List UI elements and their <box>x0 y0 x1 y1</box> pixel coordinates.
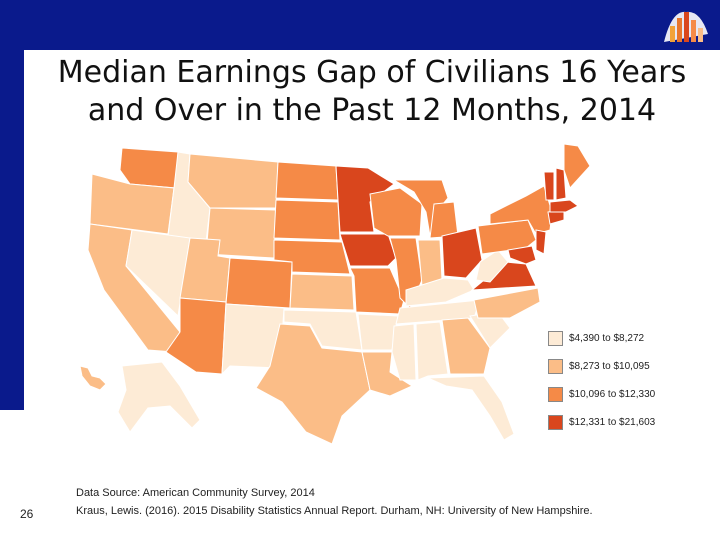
legend-label: $10,096 to $12,330 <box>569 388 656 400</box>
title-line-1: Median Earnings Gap of Civilians 16 Year… <box>57 55 687 90</box>
state-new-hampshire <box>555 167 567 201</box>
logo-icon <box>664 11 708 42</box>
state-missouri <box>349 267 405 315</box>
legend-swatch <box>548 330 563 346</box>
state-new-mexico <box>221 303 285 376</box>
source-line-1: Data Source: American Community Survey, … <box>76 487 315 499</box>
legend-swatch <box>548 414 563 430</box>
legend-label: $4,390 to $8,272 <box>569 332 645 344</box>
state-nevada <box>125 229 191 318</box>
state-georgia <box>441 317 491 375</box>
state-texas <box>255 323 371 445</box>
state-colorado <box>225 257 293 309</box>
state-hawaii <box>79 365 107 391</box>
title-line-2: and Over in the Past 12 Months, 2014 <box>87 93 657 128</box>
state-arkansas <box>357 313 399 351</box>
source-line-2: Kraus, Lewis. (2016). 2015 Disability St… <box>76 505 593 517</box>
legend-swatch <box>548 386 563 402</box>
state-maine <box>563 143 590 189</box>
state-ohio <box>441 227 483 279</box>
slide-title: Median Earnings Gap of Civilians 16 Year… <box>28 54 716 130</box>
state-iowa <box>339 233 397 267</box>
state-michigan-lower <box>429 201 459 239</box>
state-vermont <box>543 171 555 201</box>
legend-item: $10,096 to $12,330 <box>548 380 678 408</box>
source-citation: Data Source: American Community Survey, … <box>76 484 593 520</box>
state-south-dakota <box>273 199 341 241</box>
state-mississippi <box>391 323 417 381</box>
state-kansas <box>289 273 355 311</box>
state-alaska <box>117 361 201 433</box>
legend-swatch <box>548 358 563 374</box>
state-montana <box>187 153 279 209</box>
left-banner-tail <box>0 330 22 410</box>
state-florida <box>427 375 515 441</box>
state-maryland <box>507 245 537 265</box>
top-banner <box>0 0 720 50</box>
state-washington <box>119 147 179 189</box>
legend-item: $12,331 to $21,603 <box>548 408 678 436</box>
state-massachusetts <box>549 199 579 213</box>
state-indiana <box>417 239 443 287</box>
us-choropleth-map <box>79 143 590 445</box>
state-alabama <box>415 321 449 381</box>
state-wisconsin <box>369 187 423 237</box>
legend-item: $8,273 to $10,095 <box>548 352 678 380</box>
state-north-dakota <box>275 161 339 201</box>
state-new-jersey <box>535 229 547 255</box>
state-north-carolina <box>473 287 541 319</box>
page-number: 26 <box>20 507 34 521</box>
legend-item: $4,390 to $8,272 <box>548 324 678 352</box>
map-legend: $4,390 to $8,272 $8,273 to $10,095 $10,0… <box>548 324 678 436</box>
legend-label: $12,331 to $21,603 <box>569 416 656 428</box>
state-new-york <box>489 185 553 235</box>
state-minnesota <box>335 165 395 233</box>
legend-label: $8,273 to $10,095 <box>569 360 650 372</box>
